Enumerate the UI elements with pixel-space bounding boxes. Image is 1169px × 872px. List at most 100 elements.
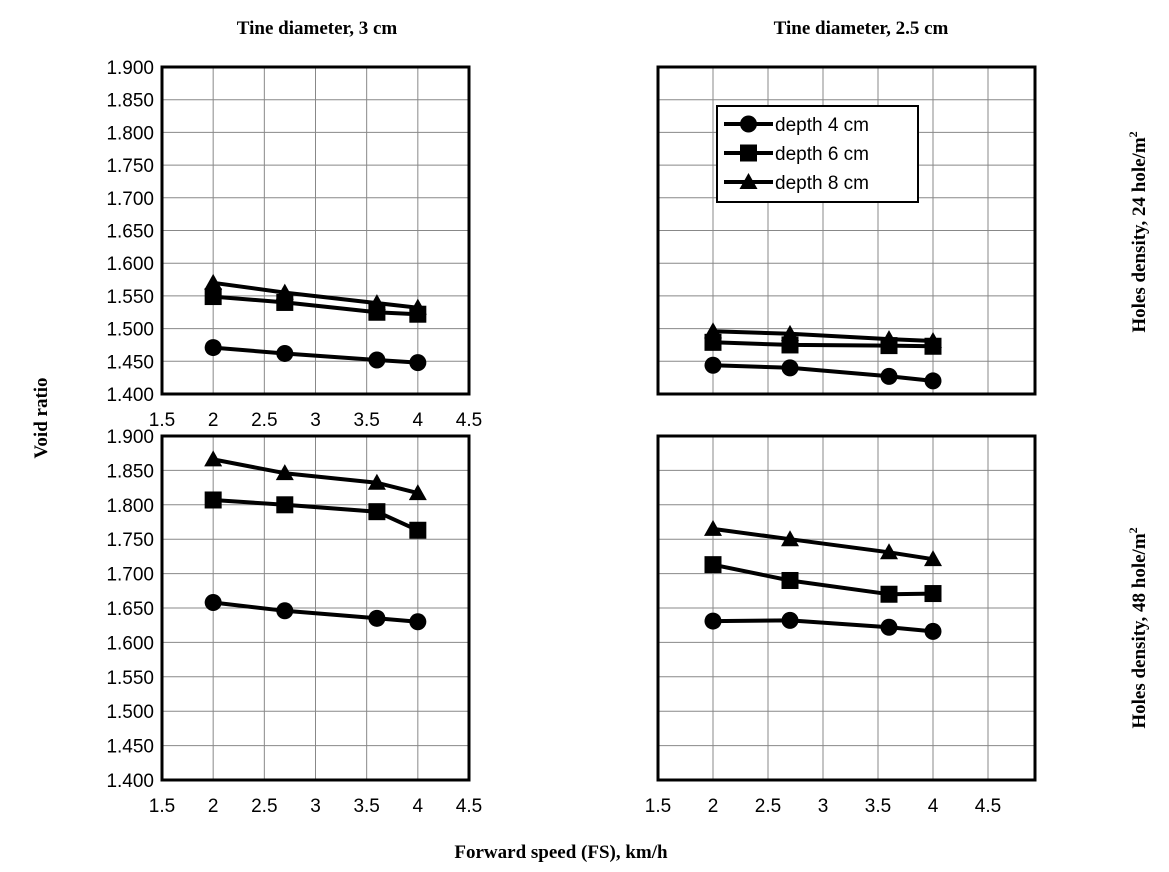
legend-label: depth 6 cm xyxy=(775,144,869,165)
series-line xyxy=(712,562,934,597)
row-title-24: Holes density, 24 hole/m2 xyxy=(1126,131,1150,332)
x-tick-label: 3.5 xyxy=(353,410,379,431)
x-tick-label: 3 xyxy=(818,796,829,817)
data-point-triangle xyxy=(924,332,942,349)
data-point-circle xyxy=(924,372,942,390)
data-point-triangle xyxy=(704,322,722,339)
data-point-square xyxy=(924,585,942,603)
data-point-triangle xyxy=(704,519,722,536)
row-title-48-sup: 2 xyxy=(1126,527,1140,533)
x-axis-title: Forward speed (FS), km/h xyxy=(454,842,668,863)
y-tick-label: 1.700 xyxy=(106,189,154,210)
x-tick-label: 2.5 xyxy=(251,796,277,817)
x-tick-label: 1.5 xyxy=(645,796,671,817)
column-title-2-5cm: Tine diameter, 2.5 cm xyxy=(774,18,949,39)
data-point-triangle xyxy=(924,550,942,567)
data-point-triangle xyxy=(880,330,898,347)
series-line xyxy=(712,618,934,634)
y-tick-label: 1.900 xyxy=(106,58,154,79)
panel-top-right: depth 4 cm depth 6 cm depth 8 cm xyxy=(656,65,1037,396)
series-triangle xyxy=(204,273,427,315)
y-axis-title: Void ratio xyxy=(31,377,52,458)
legend-label: depth 8 cm xyxy=(775,173,869,194)
legend-marker-circle xyxy=(740,115,757,133)
x-tick-label: 2 xyxy=(208,796,219,817)
legend-marker-square xyxy=(740,144,757,162)
series-line xyxy=(213,294,418,317)
data-point-square xyxy=(409,521,427,539)
data-point-circle xyxy=(204,593,222,611)
data-point-circle xyxy=(781,359,799,377)
data-point-square xyxy=(880,585,898,603)
plot-frame xyxy=(160,65,471,396)
series-circle xyxy=(204,339,427,372)
data-point-triangle xyxy=(880,543,898,560)
series-line xyxy=(213,345,418,365)
row-title-48-text: Holes density, 48 hole/m xyxy=(1129,533,1150,728)
y-tick-label: 1.650 xyxy=(106,222,154,243)
y-tick-label: 1.500 xyxy=(106,702,154,723)
series-line xyxy=(712,329,934,343)
series-line xyxy=(712,340,934,349)
data-point-square xyxy=(204,491,222,509)
data-point-circle xyxy=(204,339,222,357)
x-tick-label: 3 xyxy=(310,796,321,817)
data-point-triangle xyxy=(275,464,294,481)
x-tick-label: 4 xyxy=(413,796,424,817)
y-tick-label: 1.500 xyxy=(106,320,154,341)
plot-frame xyxy=(160,434,471,782)
column-title-3cm: Tine diameter, 3 cm xyxy=(237,18,398,39)
legend: depth 4 cm depth 6 cm depth 8 cm xyxy=(716,105,919,203)
data-point-circle xyxy=(409,354,427,372)
x-tick-label: 3.5 xyxy=(353,796,379,817)
x-tick-label: 3.5 xyxy=(865,796,891,817)
x-tick-label: 2 xyxy=(708,796,719,817)
data-point-square xyxy=(781,571,799,589)
y-tick-label: 1.800 xyxy=(106,496,154,517)
panel-top-left: 1.400 1.450 1.500 1.550 1.600 1.650 1.700 1.750… xyxy=(106,58,482,431)
series-line xyxy=(212,600,418,624)
data-point-square xyxy=(368,503,386,521)
data-point-circle xyxy=(368,609,386,627)
data-point-triangle xyxy=(367,473,386,490)
series-circle xyxy=(704,356,942,390)
series-line xyxy=(712,363,934,383)
row-title-48: Holes density, 48 hole/m2 xyxy=(1126,527,1150,728)
y-tick-label: 1.850 xyxy=(106,91,154,112)
y-tick-label: 1.750 xyxy=(106,156,154,177)
gridlines xyxy=(657,435,1035,781)
legend-label: depth 4 cm xyxy=(775,115,869,136)
panel-bottom-left: 1.400 1.450 1.500 1.550 1.600 1.650 1.700 1.750… xyxy=(106,427,482,817)
panel-bottom-right: 1.5 2 2.5 3 3.5 4 4.5 xyxy=(645,434,1037,817)
data-point-square xyxy=(276,496,294,514)
data-point-square xyxy=(704,556,722,574)
series-square xyxy=(704,556,942,603)
x-tick-label: 2.5 xyxy=(251,410,277,431)
data-point-circle xyxy=(880,367,898,385)
data-point-circle xyxy=(276,602,294,620)
y-tick-label: 1.750 xyxy=(106,530,154,551)
series-square xyxy=(204,491,427,539)
series-circle xyxy=(204,593,427,631)
plot-frame xyxy=(656,65,1037,396)
data-point-triangle xyxy=(408,484,427,501)
x-tick-label: 1.5 xyxy=(149,410,175,431)
x-tick-label: 1.5 xyxy=(149,796,175,817)
x-tick-label: 3 xyxy=(310,410,321,431)
data-point-triangle xyxy=(204,273,223,290)
row-title-24-text: Holes density, 24 hole/m xyxy=(1129,137,1150,332)
data-point-circle xyxy=(880,618,898,636)
x-tick-label: 4 xyxy=(928,796,939,817)
x-tick-label: 4.5 xyxy=(456,796,482,817)
y-tick-label: 1.400 xyxy=(106,385,154,406)
data-point-circle xyxy=(704,356,722,374)
data-point-triangle xyxy=(367,294,386,311)
y-tick-label: 1.550 xyxy=(106,287,154,308)
data-point-circle xyxy=(409,613,427,631)
series-line xyxy=(212,457,419,496)
data-point-square xyxy=(204,288,222,306)
x-tick-label: 4.5 xyxy=(975,796,1001,817)
data-point-circle xyxy=(781,611,799,629)
plot-frame xyxy=(656,434,1037,782)
series-circle xyxy=(704,611,942,640)
